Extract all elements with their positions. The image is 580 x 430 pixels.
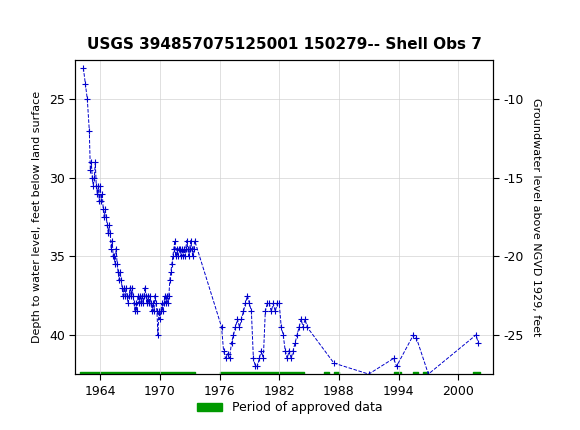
Legend: Period of approved data: Period of approved data xyxy=(192,396,388,419)
Y-axis label: Groundwater level above NGVD 1929, feet: Groundwater level above NGVD 1929, feet xyxy=(531,98,541,336)
Text: █USGS: █USGS xyxy=(6,8,64,31)
Y-axis label: Depth to water level, feet below land surface: Depth to water level, feet below land su… xyxy=(32,91,42,343)
Title: USGS 394857075125001 150279-- Shell Obs 7: USGS 394857075125001 150279-- Shell Obs … xyxy=(87,37,481,52)
